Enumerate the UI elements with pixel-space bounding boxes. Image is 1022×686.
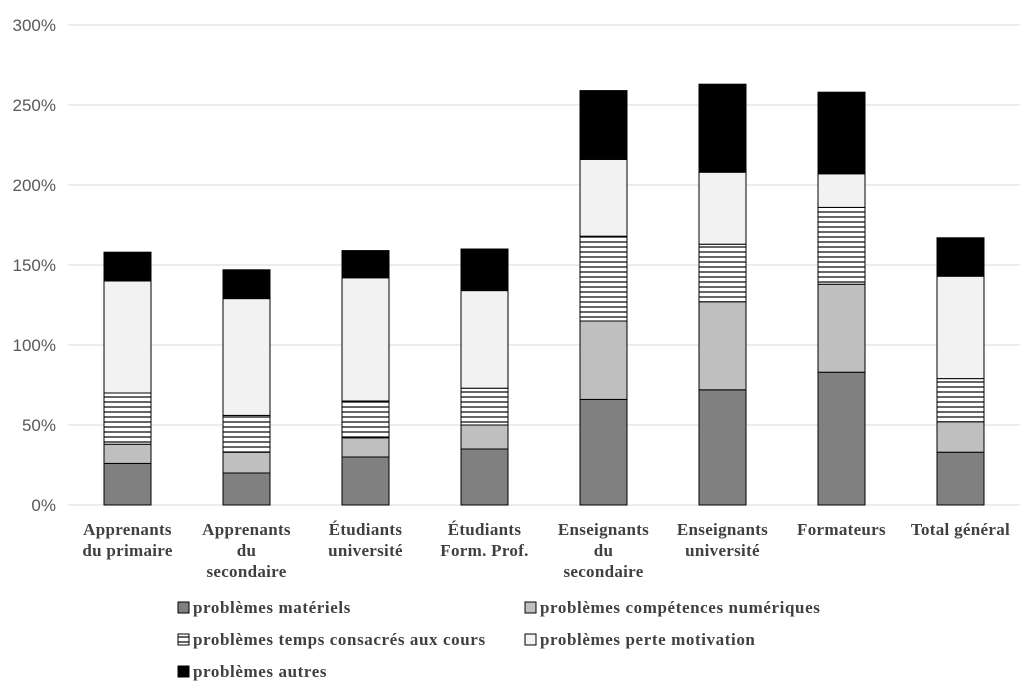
bar-segment bbox=[579, 398, 628, 506]
bar-segment bbox=[817, 91, 866, 175]
bar-segment bbox=[698, 389, 747, 506]
bar-segment bbox=[103, 280, 152, 394]
x-tick-label: Étudiants université bbox=[328, 520, 403, 560]
bar-segment bbox=[936, 237, 985, 277]
bar-segment bbox=[460, 290, 509, 389]
legend-label: problèmes matériels bbox=[193, 598, 351, 617]
legend-label: problèmes perte motivation bbox=[540, 630, 755, 649]
bar-segment bbox=[341, 250, 390, 279]
legend: problèmes matériels problèmes compétences… bbox=[177, 598, 820, 681]
bar-segment bbox=[698, 83, 747, 173]
y-axis-ticks: 0% 50% 100% 150% 200% 250% 300% bbox=[13, 16, 56, 515]
x-tick-label: Enseignants université bbox=[677, 520, 768, 560]
y-tick-label: 200% bbox=[13, 176, 56, 195]
bar-segment bbox=[817, 371, 866, 506]
x-tick-label: Apprenants du primaire bbox=[82, 520, 173, 560]
bar-segment bbox=[936, 421, 985, 453]
bar-segment bbox=[698, 171, 747, 245]
bars bbox=[103, 83, 985, 506]
legend-swatch bbox=[177, 601, 190, 614]
y-tick-label: 100% bbox=[13, 336, 56, 355]
y-tick-label: 300% bbox=[13, 16, 56, 35]
bar-segment bbox=[222, 414, 271, 453]
bar-segment bbox=[817, 283, 866, 373]
bar-segment bbox=[579, 320, 628, 400]
bar-segment bbox=[579, 235, 628, 322]
x-tick-label: Enseignants du secondaire bbox=[558, 520, 649, 581]
bar-segment bbox=[222, 269, 271, 300]
bar-segment bbox=[579, 158, 628, 237]
legend-swatch bbox=[177, 633, 190, 646]
bar-segment bbox=[460, 448, 509, 506]
legend-swatch bbox=[524, 601, 537, 614]
bar-segment bbox=[103, 392, 152, 445]
bar-segment bbox=[103, 462, 152, 506]
bar-segment bbox=[936, 275, 985, 380]
y-tick-label: 0% bbox=[31, 496, 56, 515]
bar-segment bbox=[341, 437, 390, 458]
bar-segment bbox=[103, 443, 152, 464]
bar-segment bbox=[460, 248, 509, 292]
bar-segment bbox=[341, 456, 390, 506]
legend-label: problèmes temps consacrés aux cours bbox=[193, 630, 486, 649]
bar-segment bbox=[698, 301, 747, 391]
y-tick-label: 150% bbox=[13, 256, 56, 275]
x-axis-ticks: Apprenants du primaire Apprenants du seconda… bbox=[82, 520, 1010, 581]
bar-segment bbox=[222, 451, 271, 474]
bar-segment bbox=[222, 298, 271, 416]
legend-label: problèmes compétences numériques bbox=[540, 598, 820, 617]
bar-segment bbox=[936, 451, 985, 506]
x-tick-label: Total général bbox=[911, 520, 1010, 539]
gridlines bbox=[68, 24, 1020, 506]
bar-segment bbox=[222, 472, 271, 506]
x-tick-label: Étudiants Form. Prof. bbox=[440, 520, 528, 560]
legend-swatch bbox=[177, 665, 190, 678]
bar-segment bbox=[103, 251, 152, 282]
bar-segment bbox=[817, 206, 866, 285]
bar-segment bbox=[936, 378, 985, 423]
x-tick-label: Formateurs bbox=[797, 520, 886, 539]
legend-label: problèmes autres bbox=[193, 662, 327, 681]
bar-segment bbox=[460, 424, 509, 450]
bar-segment bbox=[341, 277, 390, 402]
bar-segment bbox=[460, 387, 509, 426]
bar-segment bbox=[698, 243, 747, 303]
x-tick-label: Apprenants du secondaire bbox=[202, 520, 291, 581]
y-tick-label: 50% bbox=[22, 416, 56, 435]
bar-segment bbox=[817, 173, 866, 208]
y-tick-label: 250% bbox=[13, 96, 56, 115]
bar-segment bbox=[579, 90, 628, 160]
legend-swatch bbox=[524, 633, 537, 646]
bar-segment bbox=[341, 400, 390, 439]
